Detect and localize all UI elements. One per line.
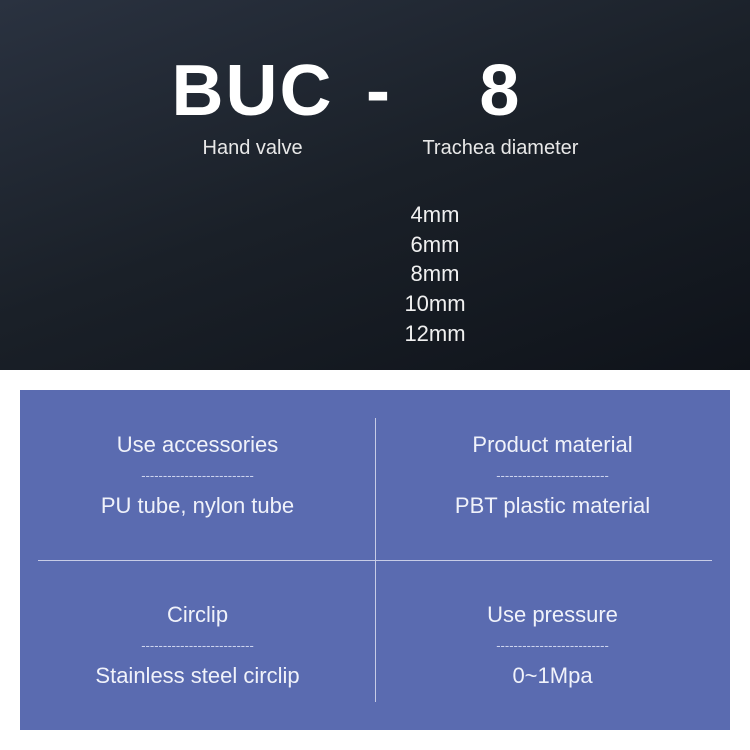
horizontal-divider xyxy=(38,560,712,561)
model-code: BUC xyxy=(172,55,334,127)
spec-title: Circlip xyxy=(167,602,228,628)
model-row: BUC Hand valve - 8 Trachea diameter xyxy=(0,55,750,160)
size-item: 6mm xyxy=(120,230,750,260)
spec-title: Use pressure xyxy=(487,602,618,628)
spec-panel: Use accessories ------------------------… xyxy=(20,390,730,730)
spec-dash: -------------------------- xyxy=(496,638,609,653)
spec-value: Stainless steel circlip xyxy=(95,663,299,689)
model-size: 8 xyxy=(422,55,578,127)
spec-value: 0~1Mpa xyxy=(512,663,592,689)
size-item: 8mm xyxy=(120,259,750,289)
size-item: 4mm xyxy=(120,200,750,230)
model-code-group: BUC Hand valve xyxy=(172,55,334,160)
spec-cell-material: Product material -----------------------… xyxy=(375,390,730,560)
spec-dash: -------------------------- xyxy=(496,468,609,483)
spec-dash: -------------------------- xyxy=(141,638,254,653)
size-item: 12mm xyxy=(120,319,750,349)
size-list: 4mm 6mm 8mm 10mm 12mm xyxy=(0,200,750,348)
spec-cell-circlip: Circlip -------------------------- Stain… xyxy=(20,560,375,730)
spec-cell-accessories: Use accessories ------------------------… xyxy=(20,390,375,560)
spec-value: PBT plastic material xyxy=(455,493,650,519)
spec-cell-pressure: Use pressure -------------------------- … xyxy=(375,560,730,730)
model-size-group: 8 Trachea diameter xyxy=(422,55,578,160)
top-panel: BUC Hand valve - 8 Trachea diameter 4mm … xyxy=(0,0,750,370)
size-item: 10mm xyxy=(120,289,750,319)
spec-value: PU tube, nylon tube xyxy=(101,493,294,519)
spec-title: Product material xyxy=(472,432,632,458)
model-separator: - xyxy=(366,55,390,127)
spec-dash: -------------------------- xyxy=(141,468,254,483)
model-size-sub: Trachea diameter xyxy=(422,137,578,160)
model-code-sub: Hand valve xyxy=(172,137,334,160)
spec-title: Use accessories xyxy=(117,432,278,458)
